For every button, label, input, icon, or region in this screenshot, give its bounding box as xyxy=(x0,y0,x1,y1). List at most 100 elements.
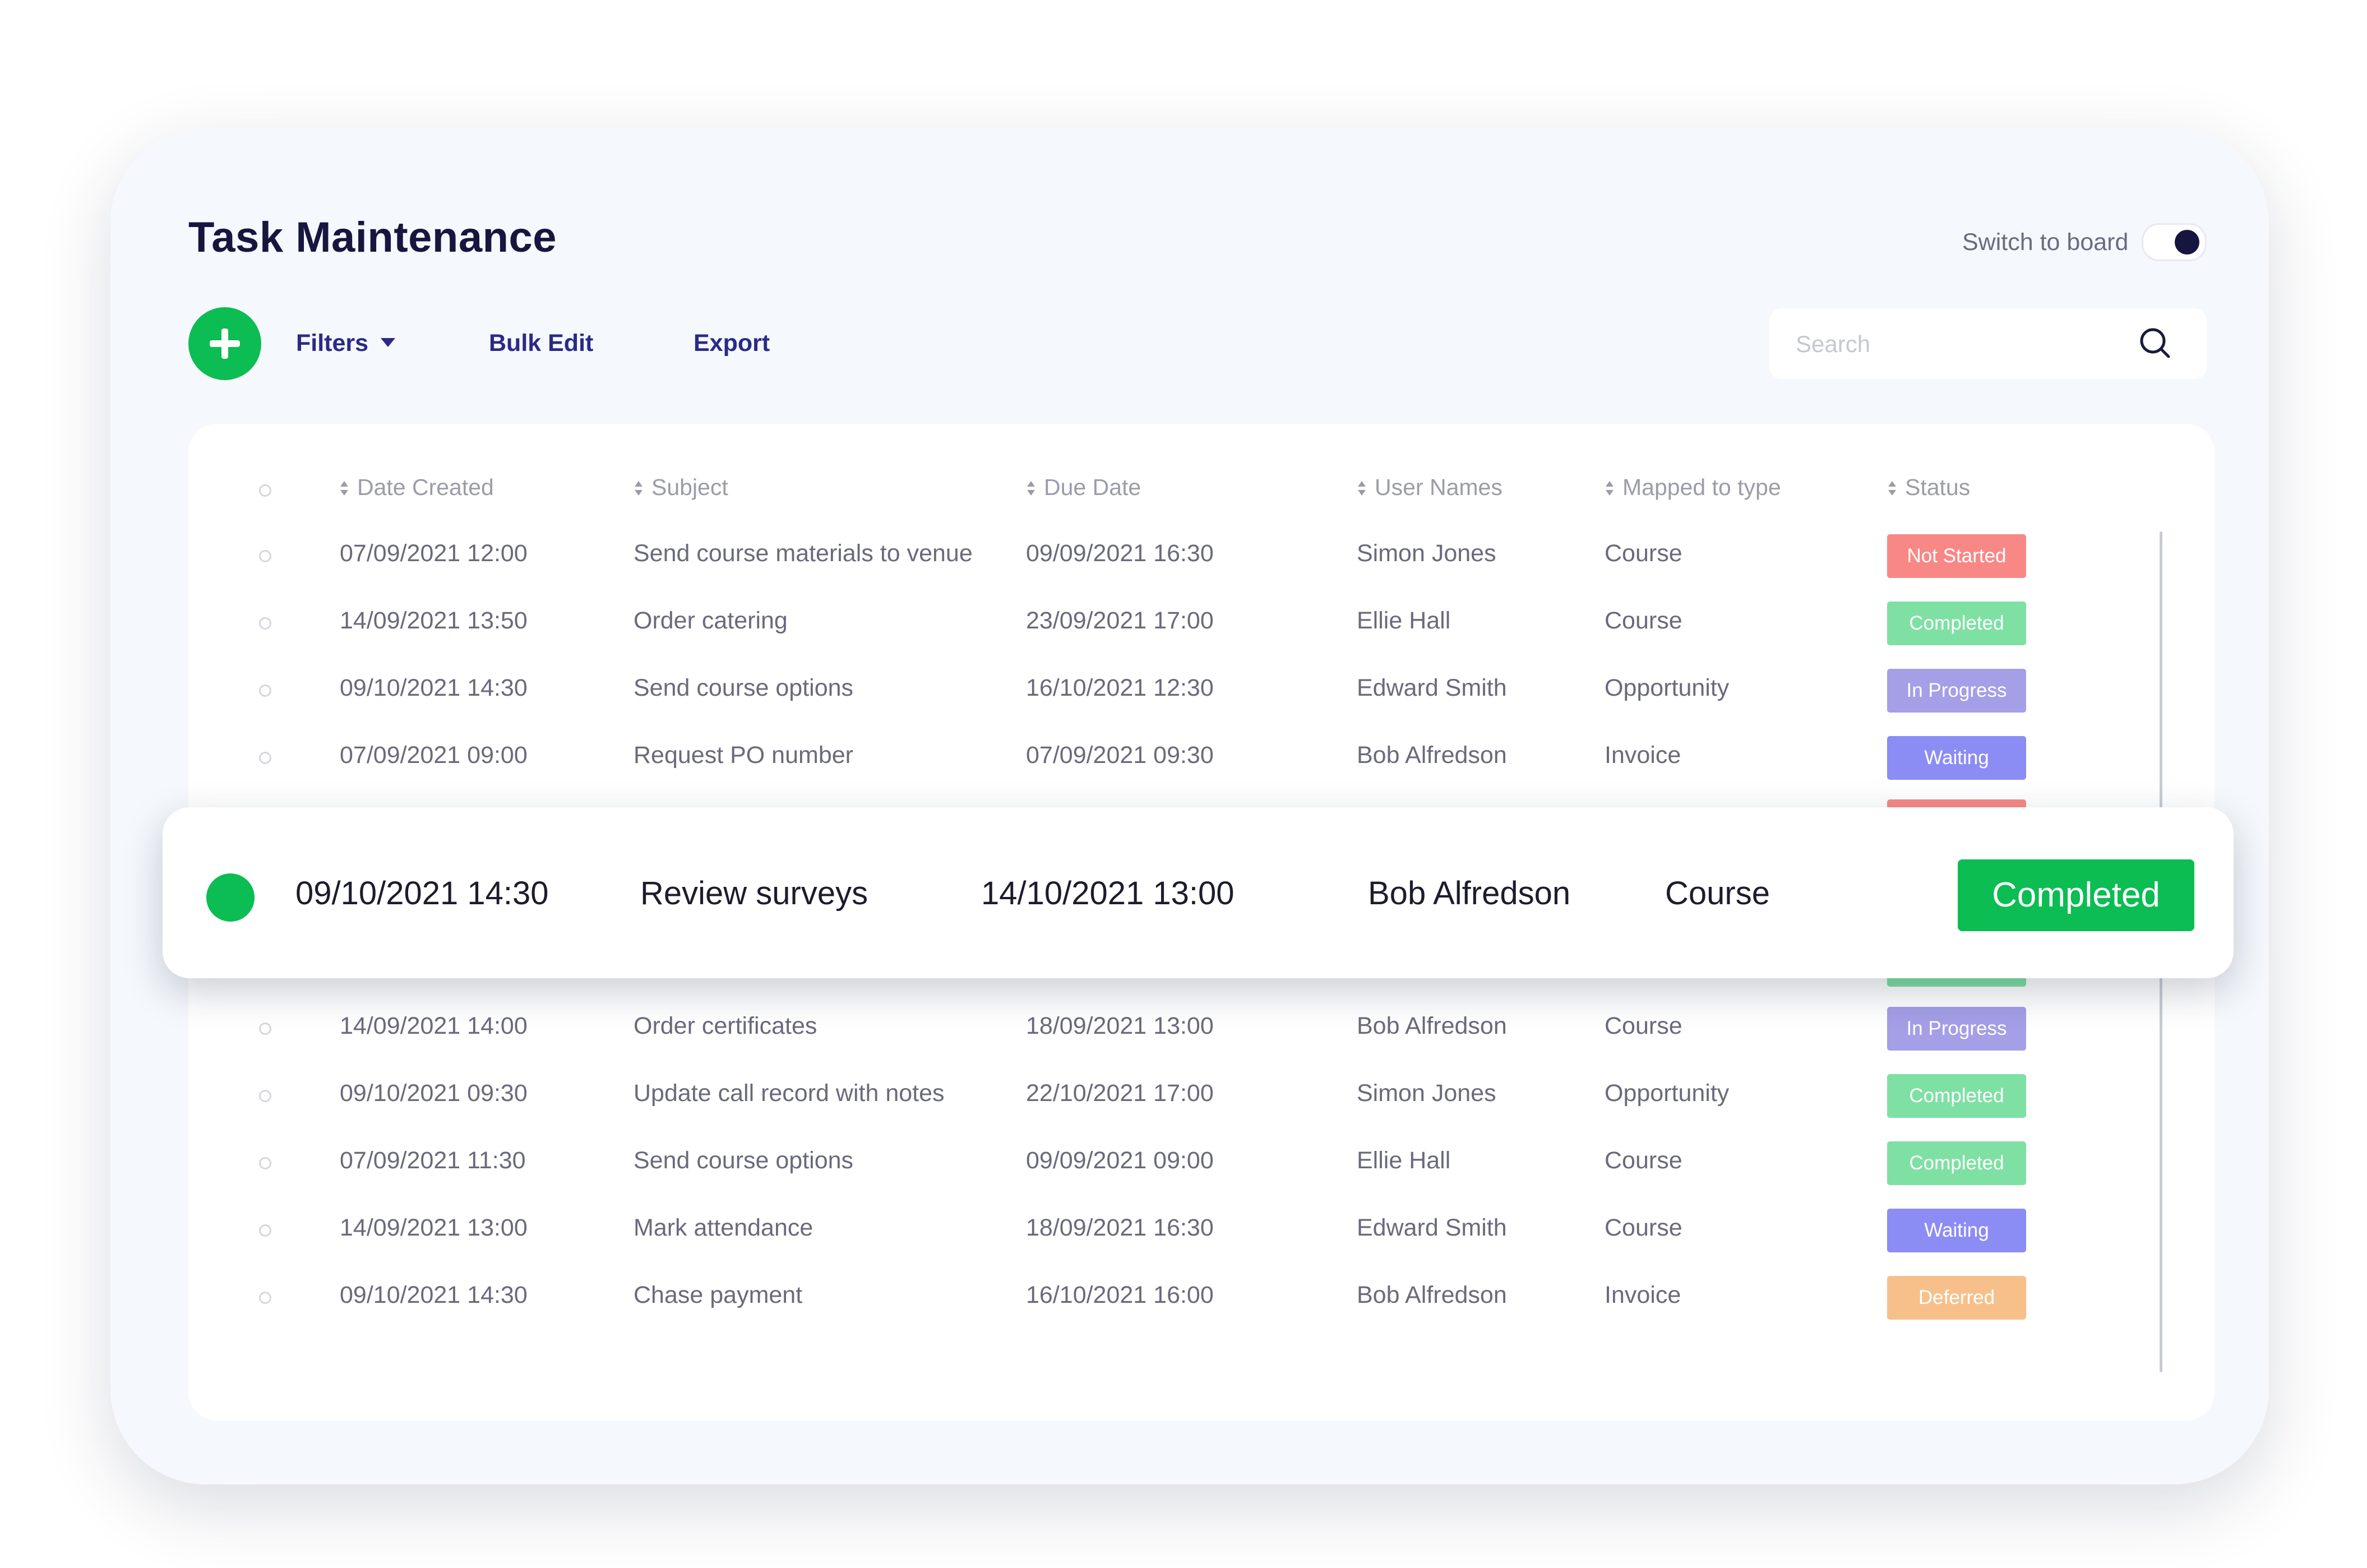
table-row[interactable]: 07/09/2021 09:00 Request PO number 07/09/2… xyxy=(188,736,2215,781)
status-badge[interactable]: Not Started xyxy=(1887,534,2026,578)
column-header-date-created[interactable]: Date Created xyxy=(339,474,494,501)
cell-user-name: Bob Alfredson xyxy=(1357,1012,1507,1039)
status-badge[interactable]: In Progress xyxy=(1887,669,2026,713)
row-select-radio[interactable] xyxy=(259,684,271,697)
sort-icon xyxy=(340,481,348,496)
highlighted-subject: Review surveys xyxy=(640,875,868,912)
cell-user-name: Ellie Hall xyxy=(1357,607,1451,634)
cell-mapped-type: Invoice xyxy=(1605,1282,1681,1308)
cell-date-created: 14/09/2021 13:50 xyxy=(340,607,528,634)
table-row[interactable]: 14/09/2021 14:00 Order certificates 18/09/… xyxy=(188,1007,2215,1052)
cell-subject: Update call record with notes xyxy=(634,1080,945,1107)
search-icon[interactable] xyxy=(2136,325,2174,363)
cell-due-date: 09/09/2021 09:00 xyxy=(1026,1147,1214,1174)
row-select-radio[interactable] xyxy=(259,1157,271,1169)
cell-subject: Chase payment xyxy=(634,1282,803,1308)
status-badge[interactable]: Deferred xyxy=(1887,1276,2026,1320)
cell-mapped-type: Course xyxy=(1605,1214,1682,1241)
column-header-label: Due Date xyxy=(1044,474,1141,500)
table-row[interactable]: 07/09/2021 11:30 Send course options 09/09… xyxy=(188,1141,2215,1186)
column-header-label: Subject xyxy=(651,474,728,500)
column-header-subject[interactable]: Subject xyxy=(634,474,728,501)
search-input[interactable] xyxy=(1795,325,2133,363)
highlighted-due-date: 14/10/2021 13:00 xyxy=(981,875,1235,912)
cell-date-created: 07/09/2021 09:00 xyxy=(340,742,528,769)
cell-user-name: Simon Jones xyxy=(1357,1080,1496,1107)
cell-mapped-type: Opportunity xyxy=(1605,674,1730,701)
cell-mapped-type: Invoice xyxy=(1605,742,1681,769)
status-badge[interactable]: In Progress xyxy=(1887,1007,2026,1051)
export-button[interactable]: Export xyxy=(694,330,770,357)
cell-due-date: 16/10/2021 16:00 xyxy=(1026,1282,1214,1308)
status-badge[interactable]: Waiting xyxy=(1887,1209,2026,1252)
highlighted-status-badge[interactable]: Completed xyxy=(1958,859,2194,931)
cell-subject: Request PO number xyxy=(634,742,853,769)
cell-due-date: 07/09/2021 09:30 xyxy=(1026,742,1214,769)
cell-subject: Send course options xyxy=(634,674,854,701)
sort-icon xyxy=(1358,481,1366,496)
cell-date-created: 07/09/2021 11:30 xyxy=(340,1147,526,1174)
table-row[interactable]: 14/09/2021 13:50 Order catering 23/09/2021… xyxy=(188,602,2215,646)
row-select-radio[interactable] xyxy=(259,550,271,562)
cell-mapped-type: Course xyxy=(1605,607,1682,634)
cell-date-created: 09/10/2021 14:30 xyxy=(340,674,528,701)
row-select-radio[interactable] xyxy=(259,1292,271,1304)
cell-user-name: Simon Jones xyxy=(1357,540,1496,567)
cell-user-name: Edward Smith xyxy=(1357,1214,1507,1241)
cell-mapped-type: Course xyxy=(1605,1147,1682,1174)
cell-due-date: 16/10/2021 12:30 xyxy=(1026,674,1214,701)
column-header-status[interactable]: Status xyxy=(1887,474,1970,501)
cell-subject: Send course options xyxy=(634,1147,854,1174)
cell-due-date: 18/09/2021 13:00 xyxy=(1026,1012,1214,1039)
cell-subject: Mark attendance xyxy=(634,1214,813,1241)
toggle-knob xyxy=(2175,230,2199,255)
cell-date-created: 14/09/2021 13:00 xyxy=(340,1214,528,1241)
highlighted-mapped-type: Course xyxy=(1665,875,1770,912)
cell-date-created: 14/09/2021 14:00 xyxy=(340,1012,528,1039)
column-header-label: Date Created xyxy=(357,474,494,500)
switch-to-board-toggle[interactable] xyxy=(2142,223,2207,261)
table-row[interactable]: 14/09/2021 13:00 Mark attendance 18/09/202… xyxy=(188,1209,2215,1254)
cell-subject: Send course materials to venue xyxy=(634,540,973,567)
status-badge[interactable]: Completed xyxy=(1887,1141,2026,1185)
selected-row-indicator[interactable] xyxy=(206,873,255,922)
status-badge[interactable]: Completed xyxy=(1887,602,2026,645)
column-header-due-date[interactable]: Due Date xyxy=(1026,474,1141,501)
row-select-radio[interactable] xyxy=(259,1023,271,1035)
column-header-label: User Names xyxy=(1375,474,1503,500)
table-row[interactable]: 09/10/2021 14:30 Send course options 16/10… xyxy=(188,669,2215,714)
cell-subject: Order certificates xyxy=(634,1012,817,1039)
column-header-label: Status xyxy=(1905,474,1971,500)
row-select-radio[interactable] xyxy=(259,617,271,630)
bulk-edit-button[interactable]: Bulk Edit xyxy=(489,330,594,357)
caret-down-icon xyxy=(381,337,396,347)
row-select-radio[interactable] xyxy=(259,1090,271,1102)
highlighted-user-name: Bob Alfredson xyxy=(1368,875,1571,912)
column-header-user-names[interactable]: User Names xyxy=(1357,474,1503,501)
cell-user-name: Ellie Hall xyxy=(1357,1147,1451,1174)
filters-label: Filters xyxy=(296,330,369,357)
cell-user-name: Bob Alfredson xyxy=(1357,1282,1507,1308)
cell-due-date: 18/09/2021 16:30 xyxy=(1026,1214,1214,1241)
select-all-radio[interactable] xyxy=(259,484,271,497)
table-row[interactable]: 07/09/2021 12:00 Send course materials to… xyxy=(188,534,2215,579)
column-header-mapped-to-type[interactable]: Mapped to type xyxy=(1605,474,1781,501)
row-select-radio[interactable] xyxy=(259,752,271,764)
cell-date-created: 09/10/2021 14:30 xyxy=(340,1282,528,1308)
table-row[interactable]: 09/10/2021 14:30 Chase payment 16/10/2021 … xyxy=(188,1276,2215,1321)
filters-button[interactable]: Filters xyxy=(296,330,396,357)
status-badge[interactable]: Completed xyxy=(1887,1074,2026,1118)
cell-mapped-type: Course xyxy=(1605,1012,1682,1039)
add-task-button[interactable] xyxy=(188,307,261,380)
cell-mapped-type: Course xyxy=(1605,540,1682,567)
status-badge[interactable]: Waiting xyxy=(1887,736,2026,780)
highlighted-task-row[interactable]: 09/10/2021 14:30 Review surveys 14/10/20… xyxy=(163,807,2234,978)
sort-icon xyxy=(1606,481,1614,496)
page-title: Task Maintenance xyxy=(188,214,557,261)
highlighted-date-created: 09/10/2021 14:30 xyxy=(295,875,549,912)
table-row[interactable]: 09/10/2021 09:30 Update call record with … xyxy=(188,1074,2215,1119)
search-box xyxy=(1769,308,2207,379)
row-select-radio[interactable] xyxy=(259,1224,271,1237)
cell-user-name: Bob Alfredson xyxy=(1357,742,1507,769)
cell-mapped-type: Opportunity xyxy=(1605,1080,1730,1107)
